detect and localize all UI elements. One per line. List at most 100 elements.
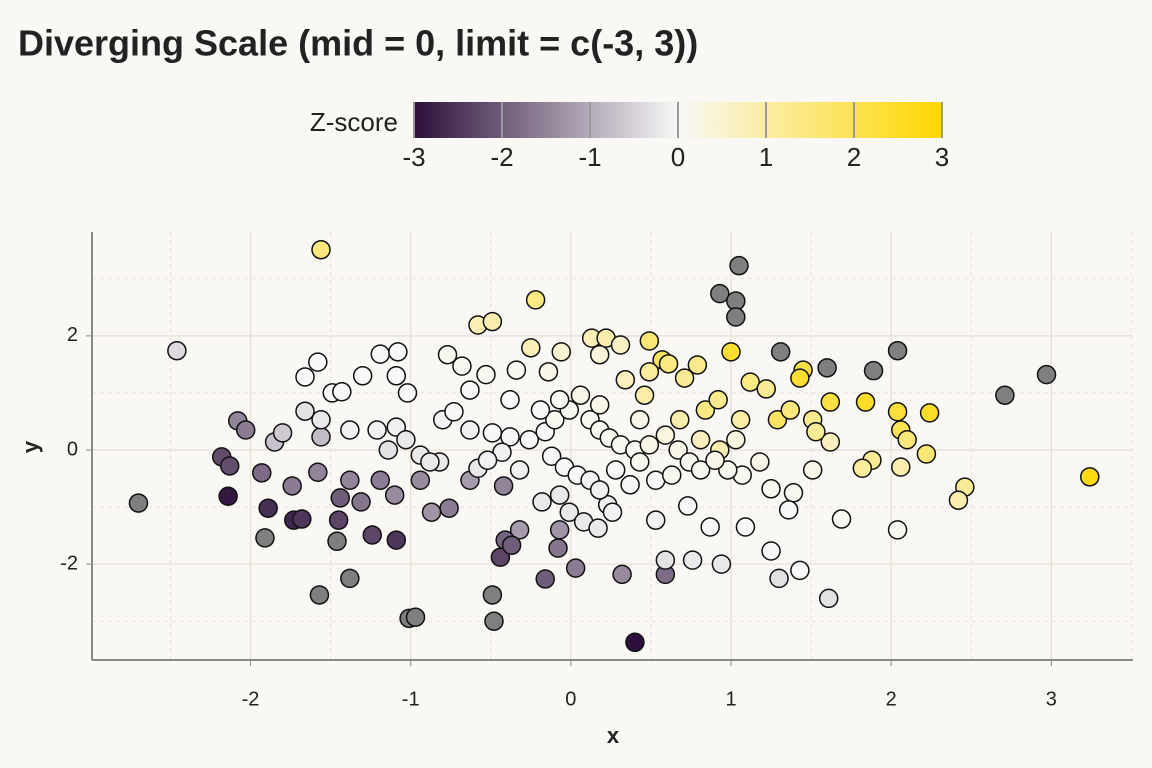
point bbox=[570, 385, 591, 405]
point bbox=[589, 480, 610, 500]
point bbox=[778, 500, 799, 520]
x-tick-label: 0 bbox=[565, 688, 576, 710]
point bbox=[482, 423, 503, 443]
y-axis-title: y bbox=[18, 440, 43, 453]
point bbox=[629, 409, 650, 430]
point bbox=[662, 465, 682, 485]
point bbox=[802, 460, 823, 480]
point bbox=[887, 340, 908, 361]
point bbox=[548, 538, 568, 558]
point bbox=[437, 344, 458, 365]
point bbox=[167, 340, 187, 361]
point bbox=[309, 585, 330, 605]
point bbox=[292, 509, 312, 529]
point bbox=[327, 531, 347, 552]
point bbox=[460, 420, 480, 440]
point bbox=[610, 335, 631, 355]
point bbox=[740, 372, 760, 392]
point bbox=[370, 470, 391, 490]
point bbox=[482, 311, 503, 332]
point bbox=[806, 421, 826, 442]
point bbox=[916, 444, 937, 464]
point bbox=[311, 427, 331, 447]
point bbox=[705, 450, 725, 471]
point bbox=[311, 409, 331, 430]
point bbox=[420, 452, 440, 472]
x-tick-label: -2 bbox=[242, 688, 260, 710]
colorbar-label: 0 bbox=[671, 142, 685, 172]
point bbox=[887, 520, 908, 540]
point bbox=[761, 479, 781, 499]
point bbox=[588, 518, 608, 538]
point bbox=[535, 569, 555, 589]
point bbox=[891, 457, 911, 477]
point bbox=[658, 354, 679, 374]
point bbox=[919, 403, 940, 423]
point bbox=[729, 255, 749, 276]
legend-title: Z-score bbox=[310, 107, 398, 137]
point bbox=[700, 517, 720, 537]
point bbox=[308, 352, 328, 372]
point bbox=[687, 355, 708, 375]
point bbox=[477, 450, 498, 471]
point bbox=[452, 356, 472, 376]
point bbox=[367, 420, 387, 440]
point bbox=[295, 401, 315, 421]
point bbox=[551, 342, 572, 362]
x-tick-label: 3 bbox=[1046, 688, 1057, 710]
point bbox=[995, 385, 1015, 405]
point bbox=[726, 307, 746, 327]
point bbox=[710, 283, 730, 304]
point bbox=[506, 360, 527, 380]
point bbox=[770, 342, 791, 362]
point bbox=[750, 452, 770, 472]
point bbox=[370, 344, 391, 364]
point bbox=[396, 429, 416, 450]
point bbox=[682, 550, 703, 570]
point bbox=[493, 476, 514, 496]
point bbox=[476, 364, 496, 385]
point bbox=[340, 420, 360, 440]
point bbox=[783, 483, 804, 503]
point bbox=[421, 502, 442, 522]
point bbox=[855, 392, 876, 412]
point bbox=[605, 460, 626, 480]
point bbox=[252, 463, 272, 483]
point bbox=[670, 409, 690, 430]
point bbox=[655, 425, 676, 445]
colorbar-label: -1 bbox=[578, 142, 601, 172]
point bbox=[509, 520, 530, 540]
point bbox=[756, 379, 776, 399]
point bbox=[708, 390, 728, 410]
point bbox=[384, 485, 405, 505]
point bbox=[509, 460, 530, 480]
point bbox=[769, 568, 789, 589]
point bbox=[311, 239, 331, 260]
point bbox=[887, 402, 908, 422]
point bbox=[718, 460, 738, 480]
point bbox=[695, 400, 716, 420]
point bbox=[128, 493, 149, 513]
point bbox=[674, 368, 695, 388]
point bbox=[678, 496, 698, 516]
point bbox=[634, 385, 655, 405]
point bbox=[332, 382, 352, 402]
point bbox=[711, 554, 732, 574]
point bbox=[726, 429, 746, 450]
x-axis-title: x bbox=[607, 723, 620, 748]
point bbox=[501, 535, 522, 556]
point bbox=[444, 402, 464, 422]
colorbar-label: -3 bbox=[402, 142, 425, 172]
point bbox=[308, 462, 328, 483]
point bbox=[761, 541, 781, 561]
point bbox=[397, 383, 418, 403]
point bbox=[639, 331, 660, 351]
y-tick-label: 2 bbox=[67, 324, 78, 346]
point bbox=[362, 525, 383, 545]
point bbox=[612, 564, 632, 585]
point bbox=[625, 632, 645, 653]
point bbox=[295, 367, 315, 387]
point bbox=[532, 492, 552, 512]
x-tick-label: 1 bbox=[725, 688, 736, 710]
point bbox=[735, 517, 756, 537]
